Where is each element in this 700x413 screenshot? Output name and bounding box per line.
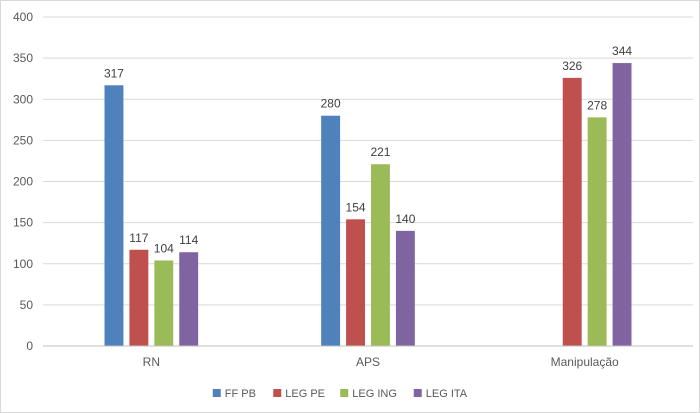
- bar-leg-ita: [179, 252, 199, 346]
- bar-leg-ita: [612, 63, 632, 347]
- y-tick-label: 250: [13, 133, 33, 147]
- y-tick-label: 350: [13, 51, 33, 65]
- y-tick-label: 400: [13, 10, 33, 24]
- data-labels: 317 117 104 114 280 154 221 140 326 278 344: [104, 44, 632, 255]
- data-label: 154: [346, 200, 366, 214]
- data-label: 114: [179, 233, 198, 247]
- bar-ff-pb: [104, 85, 124, 346]
- y-axis-tick-labels: 0 50 100 150 200 250 300 350 400: [13, 10, 33, 353]
- bars: [104, 63, 632, 347]
- bar-ff-pb: [321, 115, 341, 346]
- data-label: 317: [104, 66, 124, 80]
- data-label: 117: [129, 231, 148, 245]
- bar-leg-ita: [395, 230, 415, 346]
- y-tick-label: 50: [20, 298, 34, 312]
- legend-label: LEG PE: [285, 388, 325, 400]
- y-tick-label: 300: [13, 92, 33, 106]
- y-tick-label: 0: [26, 339, 33, 353]
- data-label: 278: [587, 98, 607, 112]
- data-label: 326: [562, 59, 582, 73]
- bar-leg-ing: [154, 260, 174, 346]
- legend-swatch-leg-ita: [413, 389, 422, 397]
- legend: FF PB LEG PE LEG ING LEG ITA: [212, 388, 468, 400]
- legend-swatch-ff-pb: [212, 389, 221, 397]
- data-label: 280: [321, 97, 341, 111]
- y-tick-label: 200: [13, 175, 33, 189]
- bar-leg-pe: [562, 77, 582, 347]
- bar-leg-pe: [346, 219, 365, 346]
- legend-label: LEG ING: [352, 388, 397, 400]
- data-label: 344: [612, 44, 632, 58]
- legend-label: FF PB: [225, 388, 256, 400]
- data-label: 140: [395, 212, 415, 226]
- legend-label: LEG ITA: [426, 388, 468, 400]
- x-tick-label: Manipulação: [551, 355, 619, 369]
- y-tick-label: 100: [13, 257, 33, 271]
- x-tick-label: RN: [143, 355, 160, 369]
- legend-swatch-leg-pe: [273, 389, 282, 397]
- legend-swatch-leg-ing: [340, 389, 349, 397]
- x-axis: RN APS Manipulação: [43, 345, 693, 369]
- y-tick-label: 150: [13, 216, 33, 230]
- data-label: 221: [370, 145, 390, 159]
- bar-leg-pe: [129, 249, 149, 346]
- x-tick-label: APS: [356, 355, 380, 369]
- gridlines: [43, 16, 693, 306]
- bar-leg-ing: [371, 164, 390, 346]
- data-label: 104: [154, 241, 174, 255]
- bar-leg-ing: [587, 117, 607, 346]
